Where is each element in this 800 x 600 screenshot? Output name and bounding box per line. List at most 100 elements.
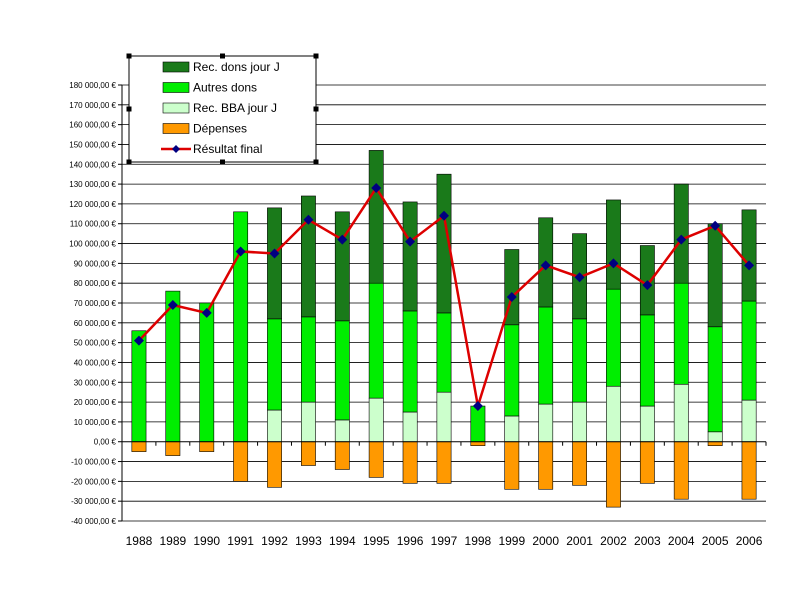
bar-segment xyxy=(402,441,418,484)
bar-segment xyxy=(368,397,384,443)
bar-segment xyxy=(402,411,418,443)
bar-segment xyxy=(606,441,621,508)
bar-segment xyxy=(165,441,181,456)
bar-segment xyxy=(165,290,181,443)
result-point xyxy=(269,248,280,259)
bar-segment xyxy=(301,401,316,443)
bar-segment xyxy=(402,310,418,413)
y-tick-label: -20 000,00 € xyxy=(71,477,116,486)
bar-segment xyxy=(741,441,757,500)
bar-segment xyxy=(538,441,554,490)
y-tick-label: 10 000,00 € xyxy=(74,418,117,427)
result-point xyxy=(303,214,314,225)
bar-segment xyxy=(639,314,655,407)
legend-swatch xyxy=(162,123,190,134)
x-tick-label: 1988 xyxy=(126,534,153,548)
bar-segment xyxy=(131,441,147,452)
bar-segment xyxy=(538,403,554,443)
bar-segment xyxy=(572,401,587,443)
x-tick-label: 2000 xyxy=(532,534,559,548)
legend-resize-handle[interactable] xyxy=(126,53,132,59)
y-tick-label: -40 000,00 € xyxy=(71,517,116,526)
y-tick-label: 0,00 € xyxy=(94,438,117,447)
bar-segment xyxy=(267,318,282,411)
bar-segment xyxy=(741,209,757,302)
legend-label: Rec. BBA jour J xyxy=(193,101,277,115)
bar-segment xyxy=(436,312,452,393)
bar-segment xyxy=(538,306,554,405)
bar-segment xyxy=(741,399,757,443)
result-point xyxy=(744,260,755,271)
result-point xyxy=(676,234,687,245)
result-point xyxy=(133,335,144,346)
y-tick-label: 180 000,00 € xyxy=(69,81,116,90)
bar-segment xyxy=(233,441,249,482)
x-tick-label: 2001 xyxy=(566,534,593,548)
legend-resize-handle[interactable] xyxy=(313,159,319,165)
x-tick-label: 1994 xyxy=(329,534,356,548)
y-tick-label: 130 000,00 € xyxy=(69,180,116,189)
bar-segment xyxy=(470,405,486,443)
x-tick-label: 2006 xyxy=(736,534,763,548)
legend-resize-handle[interactable] xyxy=(220,159,225,165)
bar-segment xyxy=(334,441,350,470)
bar-segment xyxy=(606,288,621,387)
x-tick-label: 1991 xyxy=(227,534,254,548)
bar-segment xyxy=(572,318,587,403)
x-tick-label: 1995 xyxy=(363,534,390,548)
result-point xyxy=(235,246,246,257)
bar-segment xyxy=(504,324,520,417)
legend-resize-handle[interactable] xyxy=(313,106,319,112)
result-point xyxy=(405,236,416,247)
result-point xyxy=(337,234,348,245)
bar-segment xyxy=(639,441,655,484)
x-tick-label: 1990 xyxy=(193,534,220,548)
bar-segment xyxy=(572,441,587,486)
bar-segment xyxy=(368,150,384,284)
y-tick-label: 150 000,00 € xyxy=(69,140,116,149)
result-point xyxy=(439,210,449,221)
result-line xyxy=(133,183,755,412)
y-tick-label: -10 000,00 € xyxy=(71,458,116,467)
y-tick-label: 90 000,00 € xyxy=(74,259,117,268)
x-tick-label: 1997 xyxy=(431,534,458,548)
legend-swatch xyxy=(162,82,190,93)
bar-segment xyxy=(707,223,723,328)
result-point xyxy=(167,299,178,310)
result-point xyxy=(642,280,653,291)
bar-segment xyxy=(470,441,486,446)
bars xyxy=(131,150,757,508)
bar-segment xyxy=(233,211,249,443)
y-tick-label: 80 000,00 € xyxy=(74,279,117,288)
y-tick-label: 20 000,00 € xyxy=(74,398,117,407)
y-axis: -40 000,00 € -30 000,00 € -20 000,00 € -10 … xyxy=(69,81,123,526)
bar-segment xyxy=(504,441,520,490)
x-axis: 1988 1989 1990 1991 1992 1993 1994 1995 1996 1997… xyxy=(121,441,767,548)
x-tick-label: 1996 xyxy=(397,534,424,548)
legend-resize-handle[interactable] xyxy=(126,159,132,165)
bar-segment xyxy=(334,211,350,322)
legend[interactable]: Rec. dons jour J Autres dons Rec. BBA jour… xyxy=(126,53,319,165)
x-tick-label: 2003 xyxy=(634,534,661,548)
legend-resize-handle[interactable] xyxy=(126,106,132,112)
y-tick-label: 120 000,00 € xyxy=(69,200,116,209)
y-tick-label: 70 000,00 € xyxy=(74,299,117,308)
bar-segment xyxy=(301,441,316,466)
bar-segment xyxy=(673,282,689,385)
result-point xyxy=(540,260,551,271)
y-tick-label: 30 000,00 € xyxy=(74,378,117,387)
x-tick-label: 2004 xyxy=(668,534,695,548)
bar-segment xyxy=(673,383,689,443)
bar-segment xyxy=(436,441,452,484)
bar-segment xyxy=(368,441,384,478)
legend-label: Autres dons xyxy=(193,81,257,95)
y-tick-label: 160 000,00 € xyxy=(69,121,116,130)
legend-resize-handle[interactable] xyxy=(220,53,225,59)
bar-segment xyxy=(707,431,723,443)
legend-label: Dépenses xyxy=(193,122,247,136)
legend-swatch xyxy=(162,61,190,73)
result-point xyxy=(710,220,721,231)
legend-resize-handle[interactable] xyxy=(313,53,319,59)
result-point xyxy=(506,292,517,303)
